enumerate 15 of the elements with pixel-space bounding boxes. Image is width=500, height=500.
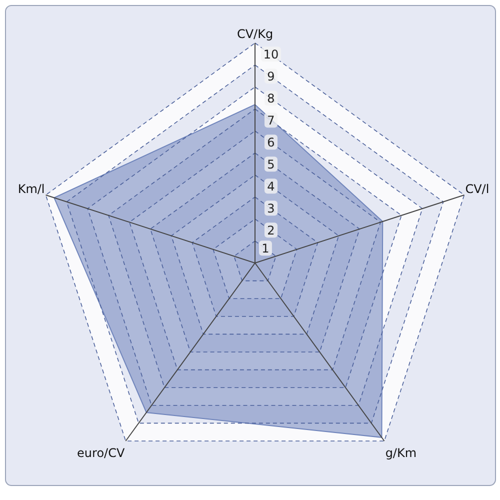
y-tick-label: 1 xyxy=(262,242,270,256)
spoke-label: Km/l xyxy=(18,182,45,196)
y-tick-label: 5 xyxy=(267,158,275,172)
y-tick-label: 7 xyxy=(267,114,275,128)
y-tick-label: 3 xyxy=(267,202,275,216)
y-tick-label: 4 xyxy=(267,180,275,194)
spoke-label: CV/l xyxy=(465,182,490,196)
y-tick-label: 8 xyxy=(267,92,275,106)
y-tick-label: 6 xyxy=(267,136,275,150)
spoke-label: CV/Kg xyxy=(236,27,274,41)
y-tick-label: 10 xyxy=(263,48,279,62)
y-tick-label: 2 xyxy=(267,224,275,238)
y-tick-label: 9 xyxy=(267,70,275,84)
spoke-label: euro/CV xyxy=(77,446,126,460)
spoke-label: g/Km xyxy=(385,446,417,460)
